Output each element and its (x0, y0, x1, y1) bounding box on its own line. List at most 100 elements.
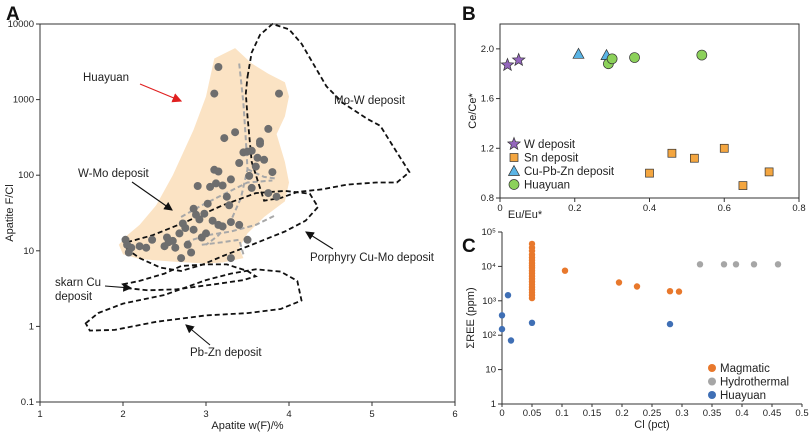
huayuan-point-11 (171, 243, 180, 252)
huayuan-point-10 (168, 236, 177, 245)
huayuan-point-44 (253, 153, 262, 162)
annotation-mo-w: Mo-W deposit (334, 95, 406, 107)
x-axis-label-c: Cl (pct) (634, 419, 669, 431)
x-tick-label-b: 0.4 (643, 203, 656, 214)
huayuan-point-26 (206, 182, 215, 191)
point-b-star-1 (511, 52, 526, 67)
x-tick-label-c: 0.2 (615, 408, 628, 419)
panel-c: C 0 0.05 0.1 0.15 0.2 0.25 0.3 0.35 0.4 0.45 0.5 1 10… (462, 227, 809, 431)
point-c-1-4 (774, 261, 782, 268)
x-tick-label-a: 6 (452, 409, 457, 420)
huayuan-point-18 (189, 204, 198, 213)
point-b-circle-3 (696, 49, 708, 61)
panel-b: B 0 0.2 0.4 0.6 0.8 0.8 1.2 1.6 2.0 Eu/Eu* Ce/Ce* W … (462, 4, 806, 221)
point-c-1-2 (732, 261, 740, 268)
point-b-square-3 (719, 143, 729, 153)
arrow-porphyry (305, 231, 334, 250)
huayuan-point-58 (275, 89, 283, 98)
point-c-2-1 (498, 325, 506, 333)
annotation-skarn-line-1: skarn Cu (55, 277, 101, 289)
point-c-2-2 (504, 292, 512, 299)
legend-label-b: W deposit (524, 139, 576, 151)
x-tick-label-a: 5 (369, 409, 374, 420)
x-tick-label-c: 0.35 (703, 408, 722, 419)
internal-boundary-2 (180, 179, 273, 218)
x-tick-label-c: 0 (499, 408, 504, 419)
huayuan-point-60 (243, 235, 252, 244)
huayuan-point-48 (268, 168, 277, 177)
huayuan-point-29 (212, 179, 220, 188)
huayuan-point-34 (225, 201, 234, 210)
point-c-2-5 (666, 320, 674, 328)
huayuan-point-47 (264, 189, 273, 198)
x-tick-label-a: 3 (203, 409, 208, 420)
huayuan-point-31 (218, 181, 227, 190)
huayuan-point-46 (260, 155, 269, 164)
y-tick-label-b: 1.6 (481, 94, 494, 105)
huayuan-point-42 (247, 183, 256, 192)
point-b-star-0 (500, 57, 515, 72)
huayuan-point-61 (189, 225, 198, 234)
y-tick-label-c: 1 (491, 399, 496, 410)
point-c-0-21 (615, 279, 623, 286)
porphyry-cu-mo-outline (126, 189, 320, 272)
legend-label-b: Huayuan (524, 180, 570, 192)
mo-w-deposit-outline (244, 22, 411, 202)
huayuan-point-24 (202, 229, 210, 238)
x-tick-label-a: 1 (37, 409, 42, 420)
legend-marker-c-0 (708, 364, 716, 372)
internal-boundary-4 (201, 238, 245, 255)
point-b-square-4 (738, 181, 748, 190)
x-tick-label-c: 0.3 (675, 408, 688, 419)
huayuan-point-20 (193, 182, 202, 190)
huayuan-point-54 (235, 220, 244, 229)
y-tick-label-c: 10³ (482, 296, 496, 307)
huayuan-point-50 (226, 175, 235, 184)
y-tick-label-c: 10⁴ (481, 261, 496, 272)
huayuan-point-32 (220, 134, 229, 143)
point-b-circle-1 (606, 53, 618, 65)
point-c-0-24 (675, 288, 683, 295)
y-tick-label-b: 2.0 (481, 44, 494, 55)
x-tick-label-b: 0.6 (718, 203, 731, 214)
x-tick-label-b: 0.8 (792, 203, 805, 214)
x-tick-label-b: 0 (497, 203, 502, 214)
x-axis-label-b: Eu/Eu* (508, 209, 543, 221)
x-tick-label-c: 0.45 (763, 408, 782, 419)
x-tick-label-c: 0.25 (643, 408, 662, 419)
arrow-skarn (104, 283, 133, 292)
huayuan-point-23 (200, 209, 209, 218)
huayuan-point-57 (264, 124, 273, 133)
huayuan-point-49 (272, 192, 281, 201)
point-c-1-1 (720, 261, 728, 268)
annotation-porphyry: Porphyry Cu-Mo deposit (310, 252, 435, 264)
point-b-triangle-0 (572, 47, 585, 59)
huayuan-point-21 (195, 215, 204, 224)
legend-label-c: Magmatic (720, 363, 770, 375)
y-tick-label-b: 1.2 (481, 143, 494, 154)
point-c-0-20 (561, 267, 569, 274)
x-tick-label-c: 0.05 (523, 408, 542, 419)
legend-marker-b-3 (508, 179, 520, 190)
huayuan-point-5 (142, 243, 151, 252)
internal-boundary-3 (184, 213, 278, 244)
huayuan-point-17 (187, 248, 196, 257)
huayuan-point-37 (231, 128, 240, 137)
huayuan-point-15 (177, 254, 186, 263)
huayuan-point-27 (208, 216, 217, 225)
huayuan-point-14 (181, 224, 190, 232)
huayuan-point-53 (226, 218, 235, 227)
legend-marker-c-1 (708, 377, 716, 386)
annotation-huayuan: Huayuan (83, 72, 129, 84)
pb-zn-outline (84, 268, 303, 332)
legend-label-b: Sn deposit (524, 153, 579, 165)
legend-label-c: Hydrothermal (720, 377, 789, 389)
x-tick-label-b: 0.2 (568, 203, 581, 214)
annotation-skarn: skarn Cu deposit (55, 277, 101, 303)
legend-label-c: Huayuan (720, 390, 766, 402)
huayuan-point-12 (175, 229, 184, 238)
huayuan-point-41 (245, 171, 254, 180)
huayuan-point-35 (210, 89, 219, 98)
